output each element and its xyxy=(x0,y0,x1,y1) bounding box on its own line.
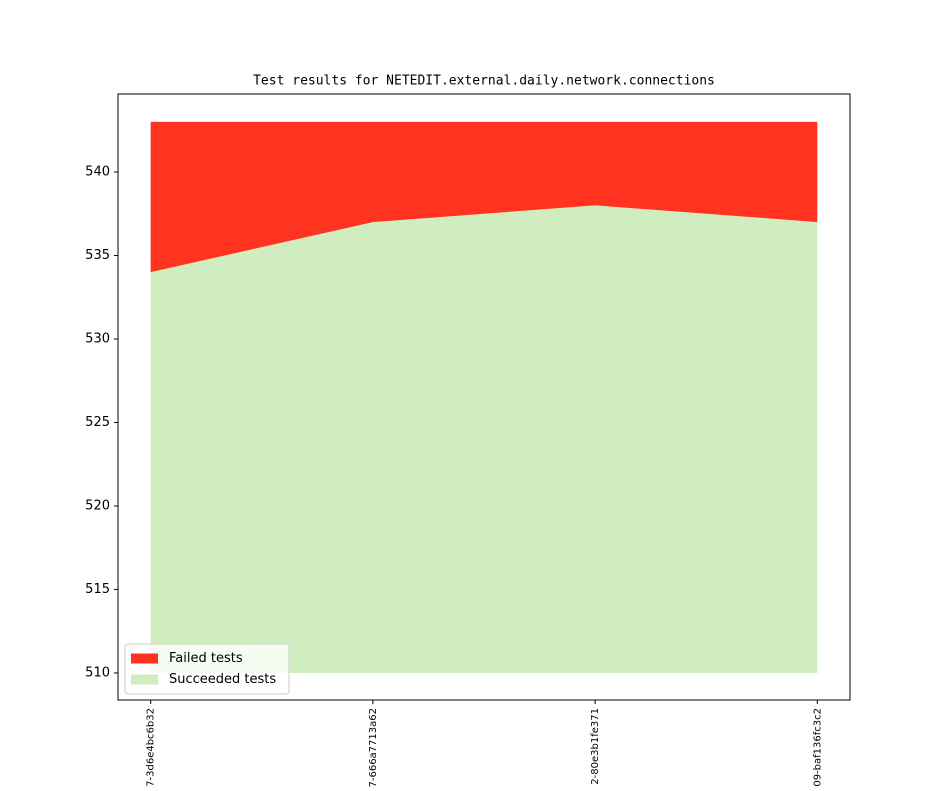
y-tick-label: 530 xyxy=(85,331,110,346)
y-tick-label: 535 xyxy=(85,248,110,263)
legend: Failed tests Succeeded tests xyxy=(124,643,290,695)
y-tick-label: 520 xyxy=(85,498,110,513)
chart-title: Test results for NETEDIT.external.daily.… xyxy=(253,74,715,89)
legend-label: Failed tests xyxy=(169,651,243,666)
x-tick-label: 2-80e3b1fe371 xyxy=(590,708,601,785)
x-tick-label: 09-baf136fc3c2 xyxy=(812,708,823,787)
x-tick-label: 7-666a7713a62 xyxy=(368,708,379,787)
x-tick-label: 7-3d6e4bc6b32 xyxy=(146,708,157,787)
area xyxy=(150,205,818,673)
legend-swatch xyxy=(131,674,158,685)
area xyxy=(150,121,818,273)
y-tick-label: 510 xyxy=(85,665,110,680)
legend-label: Succeeded tests xyxy=(169,672,276,687)
y-tick-label: 515 xyxy=(85,582,110,597)
legend-box xyxy=(124,643,290,695)
legend-swatch xyxy=(131,653,158,664)
y-tick-label: 540 xyxy=(85,164,110,179)
plot-area xyxy=(150,121,818,673)
axes-frame xyxy=(117,93,851,701)
y-tick-label: 525 xyxy=(85,415,110,430)
